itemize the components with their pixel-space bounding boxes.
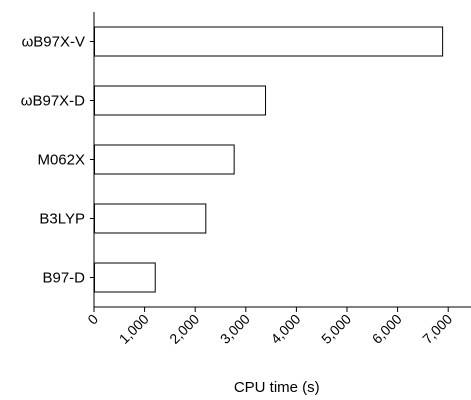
x-ticks-group: 0 1,000 2,000 3,000 4,000 5,000 6,000 7,000 — [84, 307, 455, 347]
x-axis-label: CPU time (s) — [234, 379, 320, 396]
x-tick-label-4: 4,000 — [267, 311, 303, 347]
category-label-3: M062X — [37, 152, 85, 169]
x-tick-label-1: 1,000 — [116, 311, 152, 347]
x-tick-label-7: 7,000 — [419, 311, 455, 347]
x-tick-label-3: 3,000 — [217, 311, 253, 347]
bar-2 — [94, 85, 267, 116]
bar-1 — [94, 26, 444, 57]
x-tick-label-0: 0 — [84, 311, 101, 328]
category-label-5: B97-D — [42, 270, 85, 287]
x-tick-label-5: 5,000 — [318, 311, 354, 347]
bar-4 — [94, 203, 207, 234]
category-labels-group: ωB97X-V ωB97X-D M062X B3LYP B97-D — [21, 34, 94, 287]
bar-5 — [94, 262, 156, 293]
x-tick-label-6: 6,000 — [369, 311, 405, 347]
x-tick-label-2: 2,000 — [166, 311, 202, 347]
bar-3 — [94, 144, 235, 175]
category-label-2: ωB97X-D — [21, 93, 85, 110]
category-label-1: ωB97X-V — [22, 34, 85, 51]
category-label-4: B3LYP — [39, 211, 85, 228]
bars-group — [94, 26, 444, 293]
